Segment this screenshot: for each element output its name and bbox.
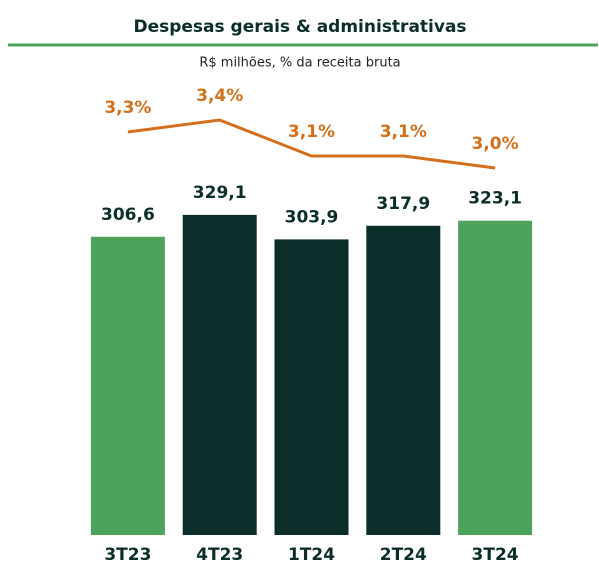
chart-subtitle: R$ milhões, % da receita bruta [199, 56, 400, 71]
x-tick-label: 4T23 [196, 545, 243, 565]
bar-value-label: 323,1 [468, 189, 522, 209]
x-tick-label: 3T24 [472, 545, 519, 565]
bar-value-label: 317,9 [376, 194, 430, 214]
chart-title: Despesas gerais & administrativas [133, 17, 466, 37]
line-value-label: 3,0% [472, 134, 519, 154]
bar-value-label: 303,9 [285, 207, 339, 227]
x-tick-label: 1T24 [288, 545, 335, 565]
line-value-label: 3,4% [196, 86, 243, 106]
x-tick-label: 2T24 [380, 545, 427, 565]
bar [90, 236, 165, 535]
bar-value-label: 329,1 [193, 183, 247, 203]
bar [274, 239, 349, 535]
bar [182, 214, 257, 535]
bar [366, 225, 441, 535]
line-value-label: 3,1% [380, 122, 427, 142]
bar [458, 220, 533, 535]
line-value-label: 3,1% [288, 122, 335, 142]
bar-value-label: 306,6 [101, 205, 155, 225]
x-tick-label: 3T23 [104, 545, 151, 565]
line [127, 118, 496, 170]
line-value-label: 3,3% [104, 98, 151, 118]
